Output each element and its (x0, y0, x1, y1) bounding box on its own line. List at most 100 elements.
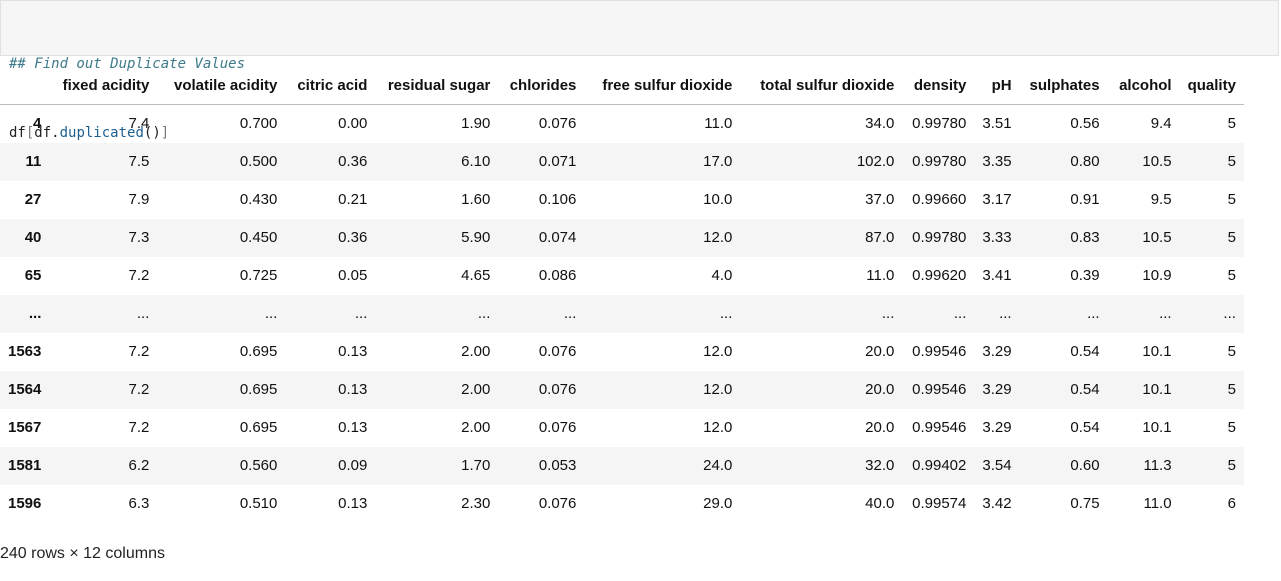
code-close-bracket: ] (160, 125, 170, 141)
table-cell: 0.510 (239, 495, 278, 512)
table-cell: 7.3 (128, 229, 150, 246)
table-cell: 0.09 (338, 457, 368, 474)
table-cell: 24.0 (703, 457, 733, 474)
table-cell: 2.00 (461, 343, 491, 360)
table-cell: 0.75 (1070, 495, 1100, 512)
column-header: chlorides (498, 67, 585, 105)
table-cell: 0.99546 (912, 343, 967, 360)
dataframe-shape-caption: 240 rows × 12 columns (0, 545, 165, 562)
table-cell: 32.0 (865, 457, 895, 474)
table-cell: ... (136, 305, 150, 322)
table-cell: 0.00 (338, 115, 368, 133)
table-cell: 0.076 (538, 419, 577, 436)
table-cell: 0.54 (1070, 381, 1100, 398)
table-cell: 0.695 (239, 419, 278, 436)
table-cell: 0.500 (239, 153, 278, 170)
table-cell: 12.0 (703, 381, 733, 398)
table-cell: 3.42 (982, 495, 1012, 512)
table-cell: 2.30 (461, 495, 491, 512)
table-cell: 4.0 (711, 267, 733, 284)
table-cell: 5 (1227, 229, 1236, 246)
table-cell: 2.00 (461, 381, 491, 398)
table-cell: 6.10 (461, 153, 491, 170)
table-cell: 11.0 (704, 115, 733, 133)
table-cell: 10.0 (703, 191, 733, 208)
table-cell: 0.54 (1070, 419, 1100, 436)
column-header: residual sugar (375, 67, 499, 105)
column-header: quality (1179, 67, 1244, 105)
table-cell: 5.90 (461, 229, 491, 246)
table-cell: 5 (1227, 381, 1236, 398)
table-cell: 0.13 (338, 419, 368, 436)
table-cell: 0.076 (538, 495, 577, 512)
table-cell: 1.90 (461, 115, 491, 133)
table-cell: 0.83 (1070, 229, 1100, 246)
table-row: 65 7.2 0.725 0.05 4.65 0.086 4.0 11.0 0.… (0, 257, 1244, 295)
table-cell: 5 (1227, 115, 1236, 133)
code-cell[interactable]: ## Find out Duplicate Values df[df.dupli… (0, 0, 1279, 141)
table-cell: 0.99546 (912, 381, 967, 398)
table-cell: 0.450 (239, 229, 278, 246)
row-index: 1564 (8, 381, 42, 398)
table-cell: ... (264, 305, 278, 322)
table-cell: 0.56 (1070, 115, 1100, 133)
table-cell: 12.0 (703, 343, 733, 360)
code-df-name: df (9, 125, 26, 141)
column-header: free sulfur dioxide (584, 67, 741, 105)
table-cell: 10.5 (1142, 229, 1172, 246)
table-cell: 10.1 (1142, 381, 1172, 398)
table-row: 1563 7.2 0.695 0.13 2.00 0.076 12.0 20.0… (0, 333, 1244, 371)
table-row: 11 7.5 0.500 0.36 6.10 0.071 17.0 102.0 … (0, 142, 1244, 181)
row-index: 11 (25, 153, 42, 170)
table-cell: 0.99574 (912, 495, 967, 512)
table-cell: 3.51 (982, 115, 1012, 133)
table-cell: ... (1087, 305, 1100, 322)
table-cell: ... (477, 305, 491, 322)
table-cell: 11.0 (1143, 495, 1172, 512)
table-cell: 11.3 (1143, 457, 1172, 474)
table-cell: 40.0 (865, 495, 895, 512)
row-index: ... (28, 305, 42, 322)
table-cell: 6.2 (128, 457, 150, 474)
table-cell: 1.70 (461, 457, 491, 474)
table-cell: 17.0 (703, 153, 733, 170)
table-cell: 7.5 (128, 153, 150, 170)
table-cell: 5 (1227, 457, 1236, 474)
table-row-ellipsis: ... ... ... ... ... ... ... ... ... ... … (0, 294, 1244, 333)
row-index: 1567 (8, 419, 42, 436)
table-row: 1596 6.3 0.510 0.13 2.30 0.076 29.0 40.0… (0, 485, 1244, 523)
table-row: 1564 7.2 0.695 0.13 2.00 0.076 12.0 20.0… (0, 370, 1244, 409)
table-cell: 0.99620 (912, 267, 967, 284)
header-row: fixed acidity volatile acidity citric ac… (0, 67, 1244, 105)
code-df-object: df. (34, 125, 60, 141)
table-cell: 7.2 (128, 381, 150, 398)
table-cell: 2.00 (461, 419, 491, 436)
code-open-bracket: [ (25, 125, 35, 141)
table-cell: 0.80 (1070, 153, 1100, 170)
table-cell: 7.4 (128, 115, 150, 133)
table-cell: 0.13 (338, 381, 368, 398)
table-cell: 0.99780 (912, 153, 967, 170)
table-cell: 10.5 (1142, 153, 1172, 170)
table-cell: 0.99402 (912, 457, 967, 474)
dataframe-table: fixed acidity volatile acidity citric ac… (0, 67, 1244, 523)
table-cell: 0.99660 (912, 191, 967, 208)
table-cell: 20.0 (865, 419, 895, 436)
table-row: 4 7.4 0.700 0.00 1.90 0.076 11.0 34.0 0.… (0, 105, 1244, 143)
table-cell: 11.0 (866, 267, 895, 284)
table-cell: ... (1159, 305, 1172, 322)
row-index: 1596 (8, 495, 42, 512)
table-cell: 7.9 (128, 191, 150, 208)
row-index: 27 (24, 191, 42, 208)
table-cell: 3.54 (982, 457, 1012, 474)
table-cell: 6.3 (128, 495, 150, 512)
table-cell: 0.36 (338, 153, 368, 170)
table-cell: 37.0 (865, 191, 895, 208)
table-cell: 0.725 (239, 267, 278, 284)
table-cell: 29.0 (703, 495, 733, 512)
column-header: citric acid (285, 67, 376, 105)
table-cell: ... (354, 305, 368, 322)
table-cell: ... (999, 305, 1012, 322)
table-cell: 87.0 (865, 229, 895, 246)
table-cell: 5 (1227, 343, 1236, 360)
